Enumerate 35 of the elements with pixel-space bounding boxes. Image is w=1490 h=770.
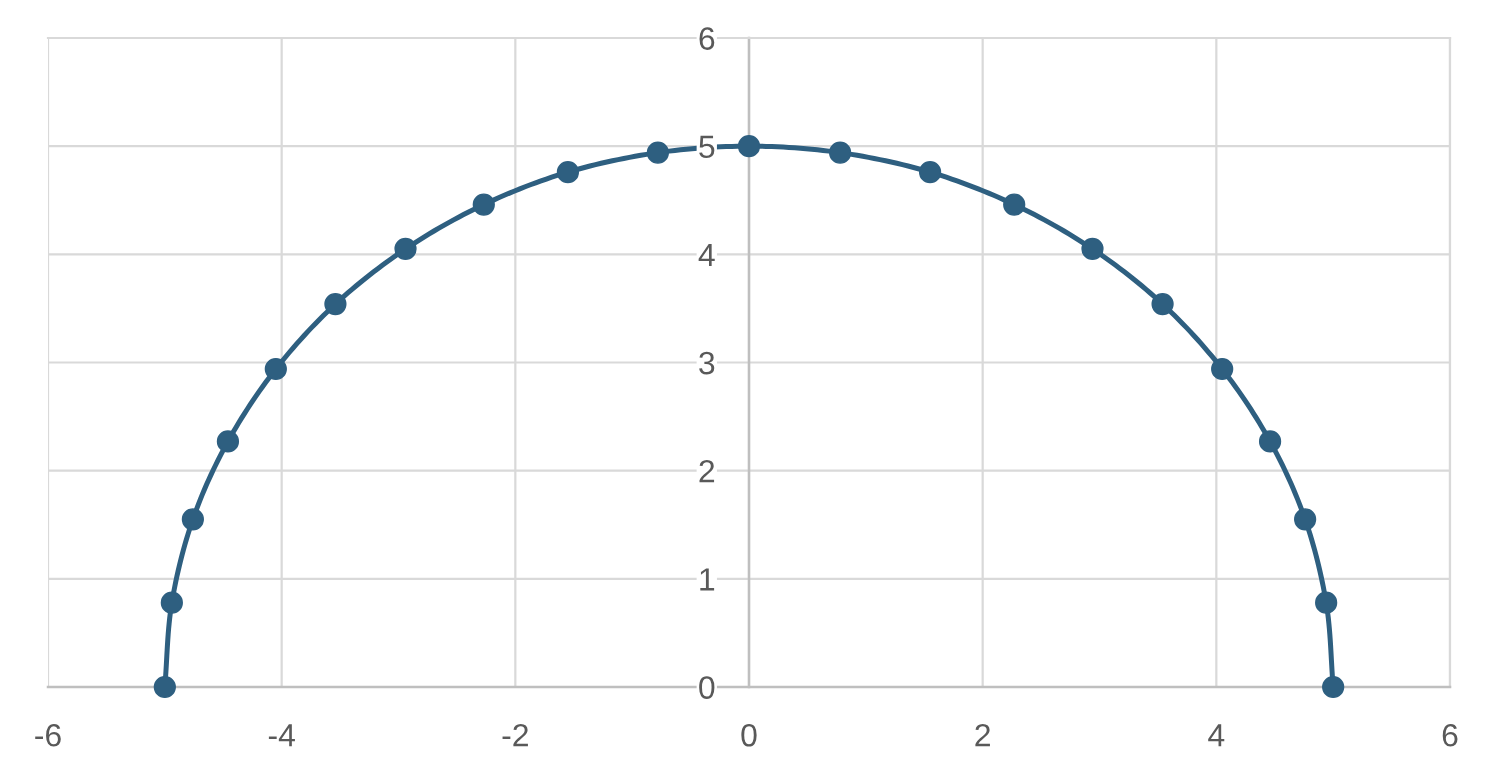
point [556, 161, 580, 184]
point [160, 591, 183, 614]
y-tick-label: 0 [699, 676, 715, 699]
point [1258, 430, 1282, 453]
point [181, 508, 204, 531]
point [216, 430, 240, 453]
point [264, 357, 287, 381]
x-tick-label: -2 [502, 723, 528, 747]
point [918, 161, 942, 184]
point [737, 135, 761, 158]
point [1151, 292, 1174, 316]
y-tick-label: 3 [699, 351, 715, 375]
point [394, 237, 417, 261]
point [829, 141, 852, 164]
point [1211, 357, 1234, 381]
point [1322, 675, 1345, 699]
point [1294, 508, 1317, 531]
y-tick-label: 4 [698, 243, 715, 266]
y-tick-label: 6 [699, 27, 715, 50]
y-tick-label: 5 [699, 135, 715, 159]
x-tick-label: 6 [1442, 723, 1458, 747]
x-tick-label: 2 [975, 723, 990, 747]
point [1081, 237, 1104, 261]
point [324, 292, 347, 316]
x-tick-label: 0 [741, 723, 757, 747]
y-tick-label: 1 [700, 568, 715, 591]
point [1315, 591, 1338, 614]
x-tick-label: -4 [268, 724, 295, 747]
x-tick-label: -6 [35, 723, 61, 747]
x-tick-label: 4 [1208, 724, 1225, 747]
point [153, 675, 176, 699]
y-tick-label: 2 [699, 459, 715, 483]
point [1003, 193, 1026, 216]
point [646, 141, 669, 164]
point [472, 193, 495, 216]
